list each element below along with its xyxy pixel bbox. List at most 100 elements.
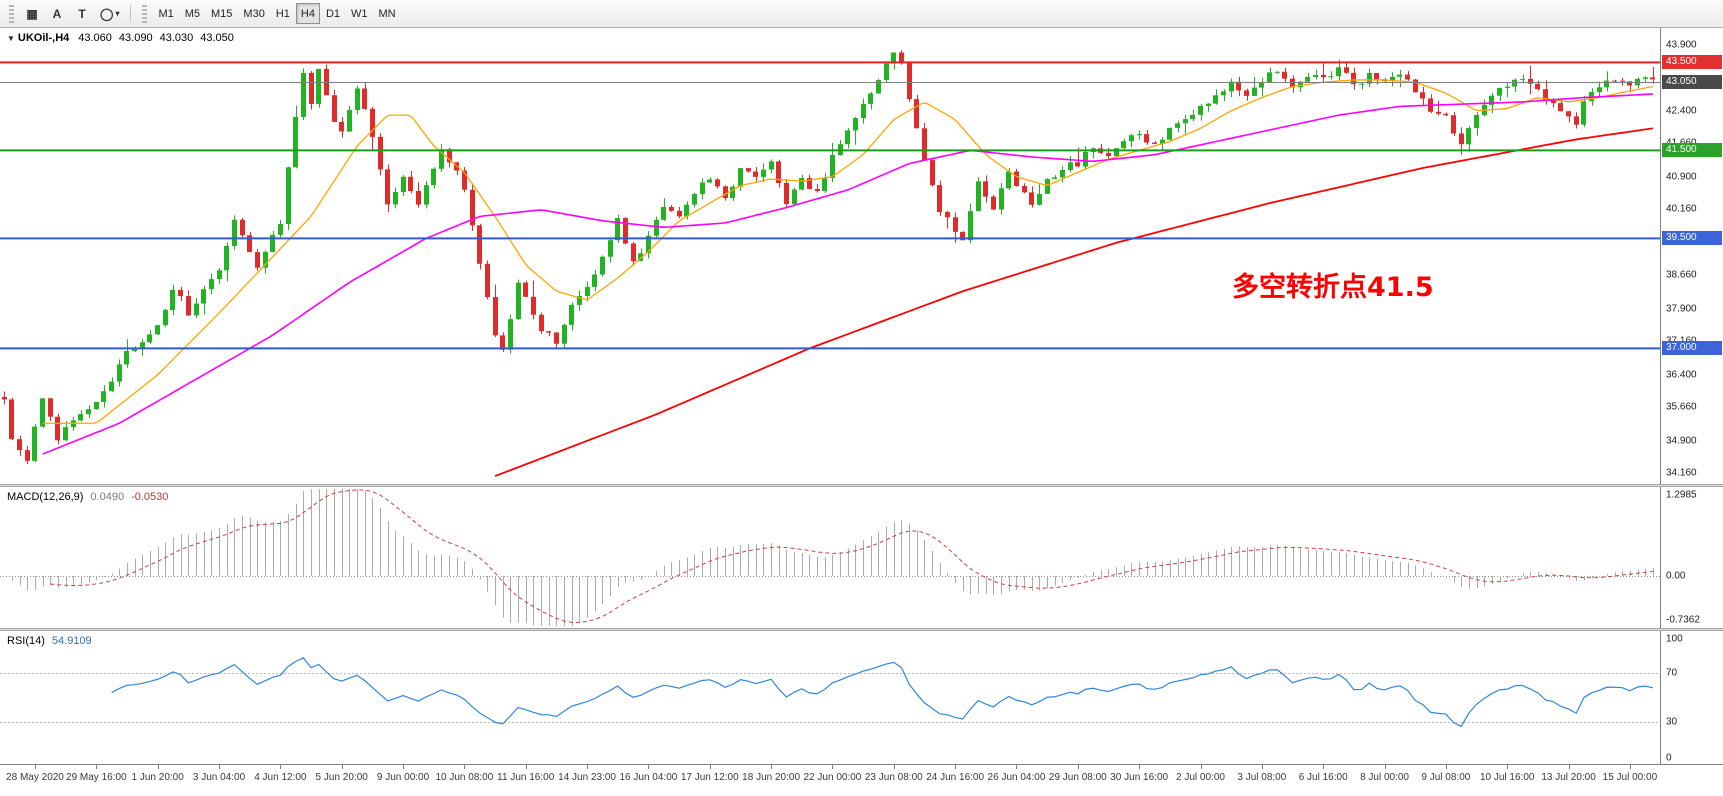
price-axis-label: 42.400	[1666, 105, 1697, 117]
price-axis-label: 34.160	[1666, 467, 1697, 479]
time-axis-tick	[955, 765, 956, 769]
price-axis-label: 40.900	[1666, 171, 1697, 183]
time-axis-tick	[1569, 765, 1570, 769]
timeframe-button-m30[interactable]: M30	[238, 3, 269, 24]
time-axis-label: 29 Jun 08:00	[1048, 772, 1107, 783]
time-axis-tick	[1507, 765, 1508, 769]
panel-splitter[interactable]	[0, 628, 1723, 631]
macd-signal-value: -0.0530	[131, 491, 169, 503]
macd-axis[interactable]: 1.2985 0.00 -0.7362	[1660, 487, 1723, 628]
time-axis-tick	[35, 765, 36, 769]
price-chart-canvas[interactable]	[0, 28, 1660, 484]
timeframe-button-d1[interactable]: D1	[321, 3, 345, 24]
time-axis-label: 11 Jun 16:00	[497, 772, 555, 783]
macd-label: MACD(12,26,9)	[7, 491, 84, 503]
timeframe-button-m15[interactable]: M15	[206, 3, 237, 24]
rsi-axis-label: 30	[1666, 716, 1678, 728]
timeframe-button-w1[interactable]: W1	[346, 3, 373, 24]
price-axis-label: 35.660	[1666, 401, 1697, 413]
price-axis[interactable]: 43.900 42.400 41.660 40.900 40.160 38.660 37.9…	[1660, 28, 1723, 484]
time-axis-tick	[1323, 765, 1324, 769]
rsi-axis-label: 70	[1666, 667, 1678, 679]
time-axis-label: 17 Jun 12:00	[680, 772, 739, 783]
price-axis-label: 37.160	[1666, 336, 1697, 347]
time-axis[interactable]: 28 May 2020 29 May 16:00 1 Jun 20:00 3 Jun …	[0, 764, 1723, 796]
high-value: 43.090	[118, 32, 153, 44]
charts-grid-tool-icon[interactable]: ▦	[20, 3, 44, 24]
time-axis-tick	[710, 765, 711, 769]
macd-canvas[interactable]	[0, 487, 1660, 628]
time-axis-label: 30 Jun 16:00	[1110, 772, 1169, 783]
price-axis-label: 34.900	[1666, 435, 1697, 447]
time-axis-tick	[1201, 765, 1202, 769]
rsi-title: RSI(14) 54.9109	[7, 635, 92, 647]
time-axis-label: 22 Jun 00:00	[803, 772, 862, 783]
time-axis-label: 3 Jun 04:00	[192, 772, 246, 783]
cursor-tool-icon[interactable]: A	[45, 3, 69, 24]
macd-title: MACD(12,26,9) 0.0490 -0.0530	[7, 491, 168, 503]
time-axis-label: 3 Jul 08:00	[1237, 772, 1287, 783]
time-axis-tick	[1446, 765, 1447, 769]
time-axis-label: 4 Jun 12:00	[254, 772, 307, 783]
low-value: 43.030	[159, 32, 194, 44]
dropdown-caret-icon: ▾	[115, 9, 120, 18]
time-axis-tick	[648, 765, 649, 769]
shapes-tool-icon[interactable]: ◯ ▾	[95, 3, 124, 24]
time-axis-label: 29 May 16:00	[66, 772, 127, 783]
time-axis-label: 14 Jun 23:00	[558, 772, 616, 783]
time-axis-label: 8 Jul 00:00	[1360, 772, 1409, 783]
text-tool-icon[interactable]: T	[70, 3, 94, 24]
collapse-triangle-icon[interactable]: ▼	[7, 33, 15, 43]
time-axis-tick	[342, 765, 343, 769]
time-axis-tick	[158, 765, 159, 769]
time-axis-tick	[1262, 765, 1263, 769]
time-axis-tick	[280, 765, 281, 769]
time-axis-label: 13 Jul 20:00	[1541, 772, 1596, 783]
timeframe-button-mn[interactable]: MN	[374, 3, 401, 24]
price-axis-label: 37.900	[1666, 303, 1697, 315]
level-price-badge: 39.500	[1662, 231, 1722, 246]
rsi-canvas[interactable]	[0, 631, 1660, 764]
timeframe-button-h1[interactable]: H1	[271, 3, 295, 24]
timeframe-button-m5[interactable]: M5	[180, 3, 205, 24]
rsi-value: 54.9109	[51, 635, 92, 647]
time-axis-label: 15 Jul 00:00	[1602, 772, 1658, 783]
macd-axis-label: 0.00	[1666, 570, 1686, 582]
close-value: 43.050	[200, 32, 234, 44]
time-axis-label: 6 Jul 16:00	[1298, 772, 1348, 783]
rsi-axis-label: 100	[1666, 633, 1683, 645]
time-axis-tick	[771, 765, 772, 769]
time-axis-tick	[587, 765, 588, 769]
time-axis-tick	[1139, 765, 1140, 769]
panel-splitter[interactable]	[0, 484, 1723, 487]
price-axis-label: 38.660	[1666, 269, 1697, 281]
timeframe-button-m1[interactable]: M1	[153, 3, 178, 24]
timeframe-button-h4[interactable]: H4	[295, 3, 320, 24]
current-price-badge: 43.050	[1662, 75, 1722, 90]
macd-axis-label: 1.2985	[1666, 489, 1697, 501]
time-axis-tick	[96, 765, 97, 769]
time-axis-tick	[1385, 765, 1386, 769]
chart-title: ▼ UKOil-,H4 43.060 43.090 43.030 43.050	[7, 32, 234, 44]
rsi-axis-label: 0	[1666, 752, 1672, 764]
time-axis-label: 5 Jun 20:00	[315, 772, 368, 783]
rsi-axis[interactable]: 100 70 30 0	[1660, 631, 1723, 764]
time-axis-tick	[526, 765, 527, 769]
price-chart-panel: ▼ UKOil-,H4 43.060 43.090 43.030 43.050 …	[0, 28, 1723, 484]
timeframe-toolbar-grip[interactable]	[142, 4, 148, 23]
price-axis-label: 40.160	[1666, 203, 1697, 215]
time-axis-label: 10 Jul 16:00	[1479, 772, 1535, 783]
time-axis-label: 9 Jun 00:00	[376, 772, 430, 783]
time-axis-tick	[832, 765, 833, 769]
time-axis-label: 28 May 2020	[6, 772, 64, 783]
level-price-badge: 37.000	[1662, 341, 1722, 356]
time-axis-tick	[219, 765, 220, 769]
time-axis-tick	[1630, 765, 1631, 769]
price-axis-label: 41.660	[1666, 138, 1697, 149]
shapes-glyph-icon: ◯	[100, 6, 114, 21]
price-axis-label: 43.900	[1666, 39, 1697, 51]
time-axis-label: 18 Jun 20:00	[742, 772, 801, 783]
toolbar-grip[interactable]	[9, 4, 14, 23]
time-axis-tick	[1016, 765, 1017, 769]
